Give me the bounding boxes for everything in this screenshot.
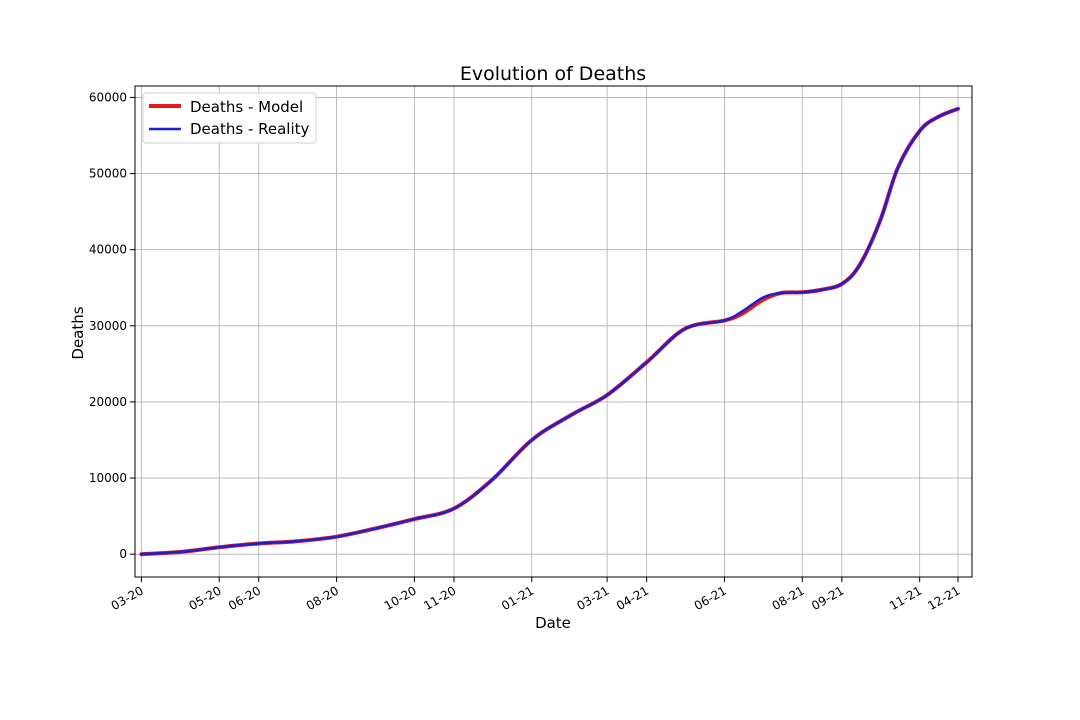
series-line-reality [140, 107, 960, 556]
grid [135, 86, 972, 577]
legend-box [142, 92, 317, 144]
chart-title: Evolution of Deaths [460, 63, 646, 85]
y-tick-label: 60000 [89, 90, 127, 104]
legend: Deaths - Model Deaths - Reality [142, 92, 317, 144]
x-axis-label: Date [535, 614, 571, 632]
axes-frame [134, 85, 973, 578]
y-tick-label: 50000 [89, 167, 127, 181]
y-tick-label: 10000 [89, 471, 127, 485]
y-axis-label: Deaths [69, 306, 87, 359]
y-axis-ticks: 0 10000 20000 30000 40000 50000 60000 [89, 90, 135, 561]
y-tick-label: 30000 [89, 319, 127, 333]
y-tick-label: 20000 [89, 395, 127, 409]
plot-lines [139, 106, 960, 557]
y-tick-label: 40000 [89, 243, 127, 257]
y-tick-label: 0 [119, 547, 127, 561]
legend-label-model: Deaths - Model [190, 98, 303, 116]
legend-label-reality: Deaths - Reality [190, 120, 310, 138]
